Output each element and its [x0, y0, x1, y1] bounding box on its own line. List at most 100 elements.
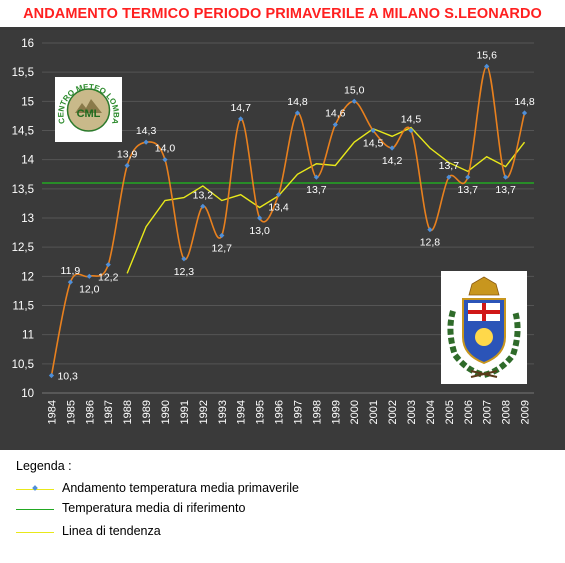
data-label: 13,7	[495, 184, 516, 196]
data-point	[446, 174, 452, 180]
data-point	[408, 127, 414, 134]
data-label: 14,2	[382, 155, 403, 167]
data-point	[181, 256, 187, 262]
data-label: 12,7	[212, 243, 233, 255]
chart-title: ANDAMENTO TERMICO PERIODO PRIMAVERILE A …	[23, 6, 542, 22]
y-tick-label: 13,5	[12, 184, 34, 196]
y-axis-ticks: 10 10,5 11 11,5 12 12,5 13 13,5 14 14,5 15 15,5 16	[12, 38, 35, 400]
data-label: 12,3	[174, 266, 195, 278]
legend-label-main: Andamento temperatura media primaverile	[62, 481, 299, 495]
x-tick-label: 1990	[160, 400, 172, 424]
data-point	[143, 139, 149, 145]
data-label: 12,0	[79, 283, 100, 295]
x-tick-label: 1991	[179, 400, 191, 424]
y-tick-label: 15,5	[12, 67, 34, 79]
data-label: 13,7	[439, 160, 460, 172]
data-point	[275, 192, 282, 198]
legend-label-trend: Linea di tendenza	[62, 524, 161, 538]
data-point	[200, 203, 206, 209]
y-tick-label: 11	[22, 330, 34, 342]
x-tick-label: 2008	[501, 400, 513, 424]
x-tick-label: 1985	[65, 400, 77, 424]
data-point	[105, 262, 111, 268]
data-point	[370, 127, 376, 134]
data-label: 13,7	[458, 184, 479, 196]
data-label: 13,4	[268, 202, 289, 214]
x-tick-label: 2009	[520, 400, 532, 424]
data-label: 13,0	[249, 225, 270, 237]
data-point	[351, 98, 357, 104]
cml-logo: CML CENTRO METEO LOMBARDO	[52, 70, 122, 142]
data-point	[332, 122, 338, 128]
data-label: 13,9	[117, 149, 138, 161]
x-tick-label: 2003	[406, 400, 418, 424]
y-tick-label: 10,5	[12, 359, 34, 371]
trend-series	[126, 126, 526, 274]
data-label: 15,0	[344, 84, 365, 96]
x-tick-label: 1989	[141, 400, 153, 424]
y-tick-label: 11,5	[12, 301, 34, 313]
data-point	[521, 110, 528, 116]
chart-area: 10 10,5 11 11,5 12 12,5 13 13,5 14 14,5 15 15,5 16 1…	[0, 27, 565, 450]
x-tick-label: 2006	[463, 400, 475, 424]
data-label: 14,5	[363, 138, 384, 150]
legend-item-main: Andamento temperatura media primaverile	[16, 481, 416, 499]
legend-title: Legenda :	[16, 459, 72, 473]
x-tick-label: 1996	[274, 400, 286, 424]
x-tick-label: 2004	[425, 400, 437, 424]
data-label: 14,5	[401, 114, 422, 126]
cml-logo-initials: CML	[77, 108, 101, 120]
data-point	[294, 110, 301, 116]
x-tick-label: 1998	[311, 400, 323, 424]
x-tick-label: 2007	[482, 400, 494, 424]
y-tick-label: 12,5	[12, 242, 34, 254]
data-point	[67, 279, 73, 285]
x-tick-label: 1992	[198, 400, 210, 424]
y-tick-label: 14,5	[12, 126, 34, 138]
y-tick-label: 15	[21, 96, 34, 108]
y-tick-label: 13	[21, 213, 34, 225]
trend-line	[126, 126, 526, 274]
legend-label-reference: Temperatura media di riferimento	[62, 501, 246, 515]
x-tick-label: 1986	[84, 400, 96, 424]
x-tick-label: 1988	[122, 400, 134, 424]
y-tick-label: 10	[21, 388, 34, 400]
x-tick-label: 1995	[255, 400, 267, 424]
line-chart: 10 10,5 11 11,5 12 12,5 13 13,5 14 14,5 15 15,5 16 1…	[12, 38, 535, 424]
data-point	[162, 157, 168, 163]
data-label: 14,6	[325, 108, 346, 120]
x-tick-label: 1984	[46, 400, 58, 424]
data-label: 12,8	[420, 237, 441, 249]
legend-item-reference: Temperatura media di riferimento	[16, 501, 416, 519]
x-tick-label: 1987	[103, 400, 115, 424]
data-point	[219, 232, 225, 239]
x-tick-label: 1999	[330, 400, 342, 424]
data-point	[484, 63, 490, 69]
data-point	[427, 227, 433, 233]
x-tick-label: 1993	[217, 400, 229, 424]
data-point	[124, 162, 130, 169]
data-point	[238, 116, 244, 122]
data-label: 11,9	[61, 265, 81, 277]
data-label: 14,0	[155, 143, 176, 155]
x-tick-label: 2001	[368, 400, 380, 424]
data-label: 13,2	[193, 189, 214, 201]
legend-item-trend: Linea di tendenza	[16, 524, 416, 542]
data-point	[503, 174, 509, 180]
data-labels: 10,3 11,9 12,012,2 13,9 14,3 14,0 12,3 13,2 12,7…	[57, 49, 534, 382]
data-label: 14,3	[136, 125, 157, 137]
data-label: 14,7	[230, 102, 251, 114]
data-point	[389, 145, 395, 151]
y-tick-label: 12	[21, 271, 34, 283]
data-point	[86, 273, 92, 279]
data-point	[313, 174, 319, 180]
coat-of-arms-emblem	[441, 271, 527, 384]
x-tick-label: 2002	[387, 400, 399, 424]
main-series-markers	[48, 63, 528, 379]
data-label: 14,8	[287, 96, 308, 108]
data-label: 13,7	[306, 184, 327, 196]
x-tick-label: 1994	[236, 400, 248, 424]
x-tick-label: 2000	[349, 400, 361, 424]
y-tick-label: 16	[21, 38, 34, 50]
data-label: 10,3	[57, 371, 78, 383]
